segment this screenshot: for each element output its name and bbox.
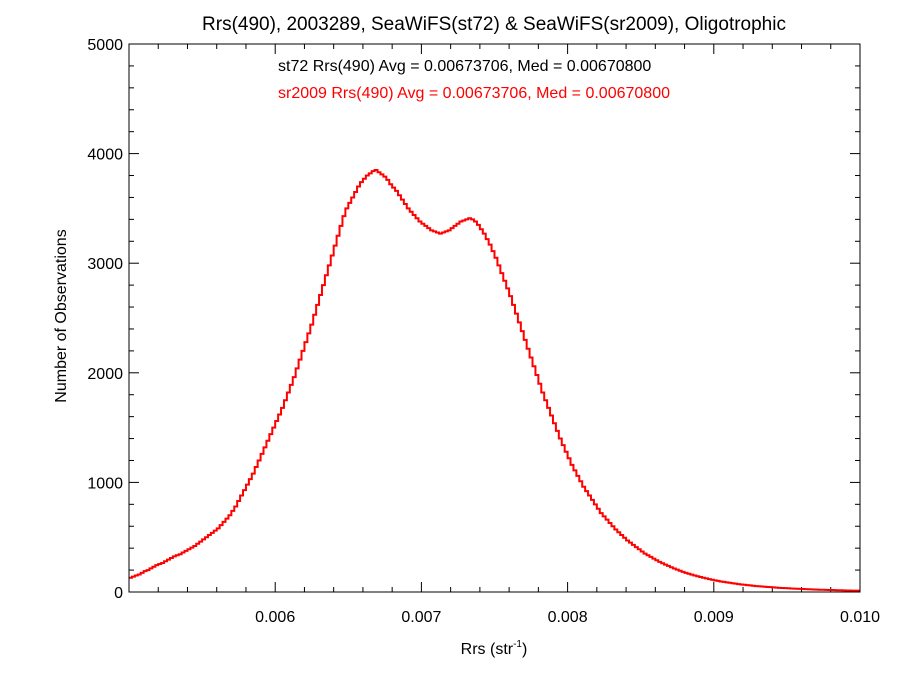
x-tick-label: 0.008 xyxy=(548,609,588,626)
chart-title: Rrs(490), 2003289, SeaWiFS(st72) & SeaWi… xyxy=(202,14,786,35)
y-tick-label: 1000 xyxy=(87,475,123,492)
y-tick-label: 0 xyxy=(114,585,123,602)
x-tick-label: 0.009 xyxy=(694,609,734,626)
x-axis-label-close: ) xyxy=(522,641,527,658)
plot-frame xyxy=(128,43,861,593)
annotation-sr2009: sr2009 Rrs(490) Avg = 0.00673706, Med = … xyxy=(278,85,670,102)
x-tick-label: 0.010 xyxy=(840,609,880,626)
histogram-series-sr2009 xyxy=(129,169,860,592)
y-axis-label: Number of Observations xyxy=(53,229,70,402)
y-tick-label: 3000 xyxy=(87,256,123,273)
y-tick-label: 2000 xyxy=(87,366,123,383)
x-axis-label-base: Rrs (str xyxy=(461,641,514,658)
x-axis-label: Rrs (str-1) xyxy=(461,639,528,658)
annotation-st72: st72 Rrs(490) Avg = 0.00673706, Med = 0.… xyxy=(278,58,651,75)
y-tick-label: 5000 xyxy=(87,37,123,54)
x-tick-label: 0.007 xyxy=(401,609,441,626)
x-tick-label: 0.006 xyxy=(255,609,295,626)
x-axis-label-superscript: -1 xyxy=(513,639,522,650)
y-tick-label: 4000 xyxy=(87,147,123,164)
